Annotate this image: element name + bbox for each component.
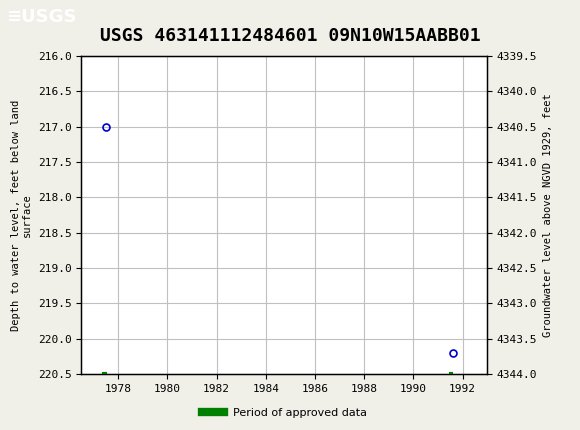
- Text: ≡USGS: ≡USGS: [6, 8, 77, 26]
- Text: USGS 463141112484601 09N10W15AABB01: USGS 463141112484601 09N10W15AABB01: [100, 27, 480, 45]
- Y-axis label: Groundwater level above NGVD 1929, feet: Groundwater level above NGVD 1929, feet: [543, 93, 553, 337]
- Y-axis label: Depth to water level, feet below land
surface: Depth to water level, feet below land su…: [10, 99, 32, 331]
- Legend: Period of approved data: Period of approved data: [197, 404, 371, 423]
